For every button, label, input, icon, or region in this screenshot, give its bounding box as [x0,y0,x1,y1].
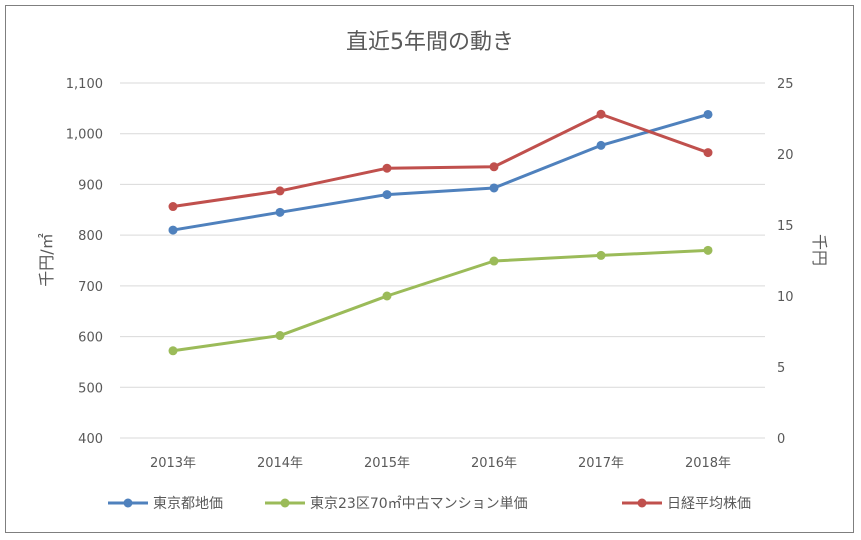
legend-label: 東京23区70㎡中古マンション単価 [310,496,528,512]
series-line [172,248,709,353]
legend-label: 東京都地価 [153,496,223,512]
data-point [596,250,606,260]
data-point [489,256,499,266]
data-point [382,291,392,301]
data-point [168,202,178,212]
data-point [168,346,178,356]
left-axis-label: 千円/㎡ [37,233,56,286]
series-line [172,113,709,232]
left-tick-label: 900 [78,178,103,193]
left-tick-label: 1,000 [66,128,103,143]
left-tick-label: 700 [78,280,103,295]
data-point [168,225,178,235]
right-axis-label: 千円 [810,234,829,266]
right-tick-label: 0 [777,432,785,447]
chart-title: 直近5年間の動き [346,30,514,55]
right-axis-ticks: 25 20 15 10 5 0 [777,77,794,447]
x-tick-label: 2013年 [150,456,196,471]
data-point [703,109,713,119]
data-point [275,207,285,217]
legend-marker [280,498,290,508]
data-point [382,190,392,200]
x-tick-label: 2017年 [578,456,624,471]
legend-label: 日経平均株価 [667,496,751,512]
left-tick-label: 600 [78,331,103,346]
data-point [703,148,713,158]
chart-frame [5,5,854,533]
right-tick-label: 10 [777,290,794,305]
gridlines [120,82,765,439]
data-point [382,163,392,173]
legend-marker [637,498,647,508]
legend: 東京都地価 東京23区70㎡中古マンション単価 日経平均株価 [108,496,751,512]
data-point [489,162,499,172]
data-point [596,109,606,119]
left-tick-label: 400 [78,432,103,447]
left-tick-label: 500 [78,381,103,396]
x-tick-label: 2016年 [471,456,517,471]
x-tick-label: 2018年 [685,456,731,471]
series-group [168,109,713,356]
data-point [275,186,285,196]
data-point [596,140,606,150]
data-point [703,245,713,255]
x-axis-ticks: 2013年 2014年 2015年 2016年 2017年 2018年 [150,456,731,471]
x-tick-label: 2015年 [364,456,410,471]
left-axis-ticks: 1,100 1,000 900 800 700 600 500 400 [66,77,103,447]
data-point [489,183,499,193]
right-tick-label: 15 [777,219,794,234]
right-tick-label: 25 [777,77,794,92]
legend-marker [123,498,133,508]
x-tick-label: 2014年 [257,456,303,471]
data-point [275,331,285,341]
right-tick-label: 20 [777,148,794,163]
left-tick-label: 800 [78,229,103,244]
left-tick-label: 1,100 [66,77,103,92]
series-line [172,112,709,209]
right-tick-label: 5 [777,361,785,376]
